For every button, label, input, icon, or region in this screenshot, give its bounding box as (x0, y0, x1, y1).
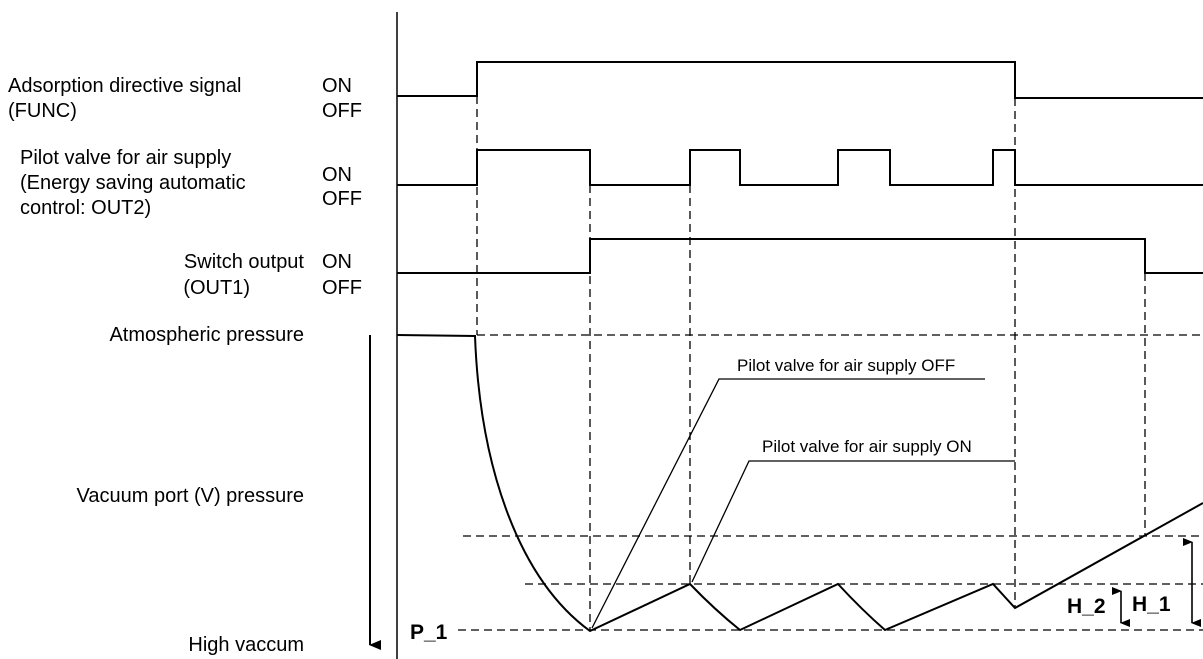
out1-name-line2: (OUT1) (183, 277, 250, 299)
out2-off-label: OFF (322, 188, 362, 210)
pilot-on-annotation: Pilot valve for air supply ON (762, 437, 972, 456)
out2-waveform (397, 149, 1203, 186)
h2-marker: H_2 (1067, 595, 1106, 618)
pilot-off-leader (591, 378, 985, 629)
vacuum-port-pressure-label: Vacuum port (V) pressure (77, 485, 305, 507)
out1-name-line1: Switch output (184, 251, 305, 273)
func-name-line2: (FUNC) (8, 100, 77, 122)
p1-marker: P_1 (410, 621, 448, 644)
pilot-on-leader (691, 460, 1015, 583)
out2-name-line1: Pilot valve for air supply (20, 147, 231, 169)
out2-name-line3: control: OUT2) (20, 197, 151, 219)
out1-off-label: OFF (322, 277, 362, 299)
out1-waveform (397, 238, 1203, 274)
h1-marker: H_1 (1132, 593, 1171, 616)
out2-name-line2: (Energy saving automatic (20, 172, 246, 194)
func-name-line1: Adsorption directive signal (8, 75, 241, 97)
vacuum-pressure-curve (396, 334, 1203, 633)
pilot-off-annotation: Pilot valve for air supply OFF (737, 356, 955, 375)
high-vacuum-label: High vaccum (188, 634, 304, 656)
atmospheric-pressure-label: Atmospheric pressure (109, 324, 304, 346)
func-waveform (397, 61, 1203, 99)
func-off-label: OFF (322, 100, 362, 122)
func-on-label: ON (322, 75, 352, 97)
out1-on-label: ON (322, 251, 352, 273)
out2-on-label: ON (322, 164, 352, 186)
